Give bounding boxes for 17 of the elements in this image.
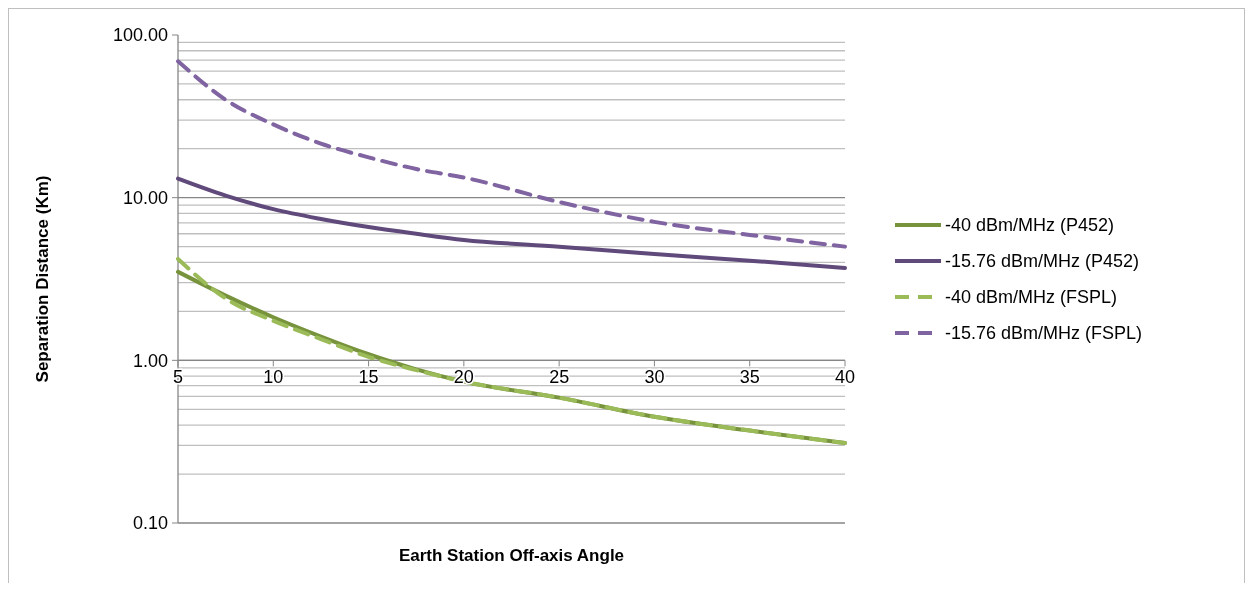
x-axis-title: Earth Station Off-axis Angle xyxy=(398,546,625,565)
y-tick-label: 0.10 xyxy=(132,513,168,534)
y-tick-label: 10.00 xyxy=(122,187,168,208)
legend-label: -15.76 dBm/MHz (FSPL) xyxy=(945,323,1143,344)
legend-label: -40 dBm/MHz (P452) xyxy=(945,215,1115,236)
legend-label: -15.76 dBm/MHz (P452) xyxy=(945,251,1140,272)
x-tick-label: 40 xyxy=(834,367,856,388)
x-tick-label: 10 xyxy=(263,367,284,388)
x-tick-label: 35 xyxy=(739,367,760,388)
y-tick-label: 100.00 xyxy=(112,25,168,46)
x-tick-label: 15 xyxy=(358,367,379,388)
x-tick-label: 25 xyxy=(549,367,570,388)
x-tick-label: 30 xyxy=(644,367,665,388)
y-axis-title: Separation Distance (Km) xyxy=(33,175,52,383)
legend-label: -40 dBm/MHz (FSPL) xyxy=(945,287,1118,308)
y-tick-label: 1.00 xyxy=(132,350,168,371)
x-tick-label: 5 xyxy=(172,367,184,388)
